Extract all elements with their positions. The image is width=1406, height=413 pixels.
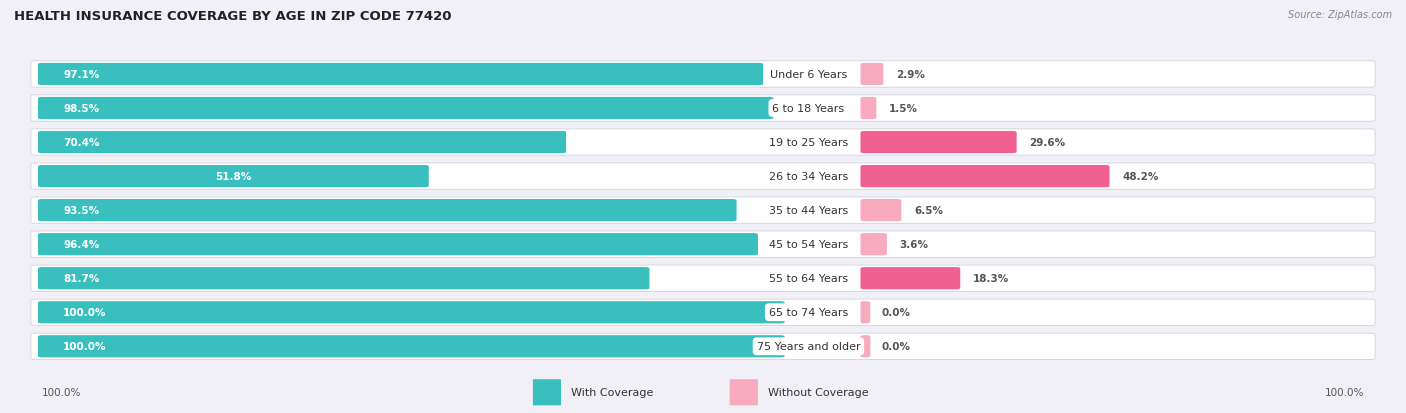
Text: 48.2%: 48.2% xyxy=(1122,172,1159,182)
Text: 100.0%: 100.0% xyxy=(63,342,107,351)
FancyBboxPatch shape xyxy=(31,62,1375,88)
FancyBboxPatch shape xyxy=(860,335,870,358)
Text: 51.8%: 51.8% xyxy=(215,172,252,182)
Text: 55 to 64 Years: 55 to 64 Years xyxy=(769,273,848,284)
Text: 65 to 74 Years: 65 to 74 Years xyxy=(769,308,848,318)
Text: 100.0%: 100.0% xyxy=(42,387,82,397)
FancyBboxPatch shape xyxy=(38,132,567,154)
Text: 100.0%: 100.0% xyxy=(1324,387,1364,397)
FancyBboxPatch shape xyxy=(730,379,758,406)
FancyBboxPatch shape xyxy=(31,130,1375,156)
FancyBboxPatch shape xyxy=(38,97,773,120)
Text: 100.0%: 100.0% xyxy=(63,308,107,318)
Text: 19 to 25 Years: 19 to 25 Years xyxy=(769,138,848,148)
FancyBboxPatch shape xyxy=(38,268,650,290)
Text: 3.6%: 3.6% xyxy=(900,240,928,249)
FancyBboxPatch shape xyxy=(860,268,960,290)
Text: 0.0%: 0.0% xyxy=(882,308,911,318)
Text: 81.7%: 81.7% xyxy=(63,273,100,284)
Text: 98.5%: 98.5% xyxy=(63,104,100,114)
Text: 6 to 18 Years: 6 to 18 Years xyxy=(772,104,845,114)
FancyBboxPatch shape xyxy=(31,333,1375,360)
Text: 29.6%: 29.6% xyxy=(1029,138,1066,148)
FancyBboxPatch shape xyxy=(860,132,1017,154)
FancyBboxPatch shape xyxy=(38,64,763,86)
Text: 1.5%: 1.5% xyxy=(889,104,918,114)
FancyBboxPatch shape xyxy=(38,335,785,358)
Text: With Coverage: With Coverage xyxy=(571,387,654,397)
Text: Source: ZipAtlas.com: Source: ZipAtlas.com xyxy=(1288,10,1392,20)
FancyBboxPatch shape xyxy=(860,97,876,120)
Text: 97.1%: 97.1% xyxy=(63,70,100,80)
Text: 0.0%: 0.0% xyxy=(882,342,911,351)
FancyBboxPatch shape xyxy=(38,233,758,256)
FancyBboxPatch shape xyxy=(38,199,737,222)
FancyBboxPatch shape xyxy=(860,301,870,324)
FancyBboxPatch shape xyxy=(860,199,901,222)
FancyBboxPatch shape xyxy=(860,166,1109,188)
FancyBboxPatch shape xyxy=(31,299,1375,325)
FancyBboxPatch shape xyxy=(533,379,561,406)
Text: 26 to 34 Years: 26 to 34 Years xyxy=(769,172,848,182)
FancyBboxPatch shape xyxy=(860,64,883,86)
FancyBboxPatch shape xyxy=(31,266,1375,292)
Text: HEALTH INSURANCE COVERAGE BY AGE IN ZIP CODE 77420: HEALTH INSURANCE COVERAGE BY AGE IN ZIP … xyxy=(14,10,451,23)
FancyBboxPatch shape xyxy=(31,96,1375,122)
Text: 6.5%: 6.5% xyxy=(914,206,943,216)
FancyBboxPatch shape xyxy=(38,166,429,188)
Text: 2.9%: 2.9% xyxy=(896,70,925,80)
Text: 75 Years and older: 75 Years and older xyxy=(756,342,860,351)
Text: 45 to 54 Years: 45 to 54 Years xyxy=(769,240,848,249)
Text: 35 to 44 Years: 35 to 44 Years xyxy=(769,206,848,216)
FancyBboxPatch shape xyxy=(31,197,1375,224)
Text: Without Coverage: Without Coverage xyxy=(768,387,869,397)
FancyBboxPatch shape xyxy=(860,233,887,256)
FancyBboxPatch shape xyxy=(31,231,1375,258)
Text: 70.4%: 70.4% xyxy=(63,138,100,148)
FancyBboxPatch shape xyxy=(38,301,785,324)
Text: 96.4%: 96.4% xyxy=(63,240,100,249)
Text: 93.5%: 93.5% xyxy=(63,206,100,216)
FancyBboxPatch shape xyxy=(31,164,1375,190)
Text: 18.3%: 18.3% xyxy=(973,273,1010,284)
Text: Under 6 Years: Under 6 Years xyxy=(770,70,846,80)
